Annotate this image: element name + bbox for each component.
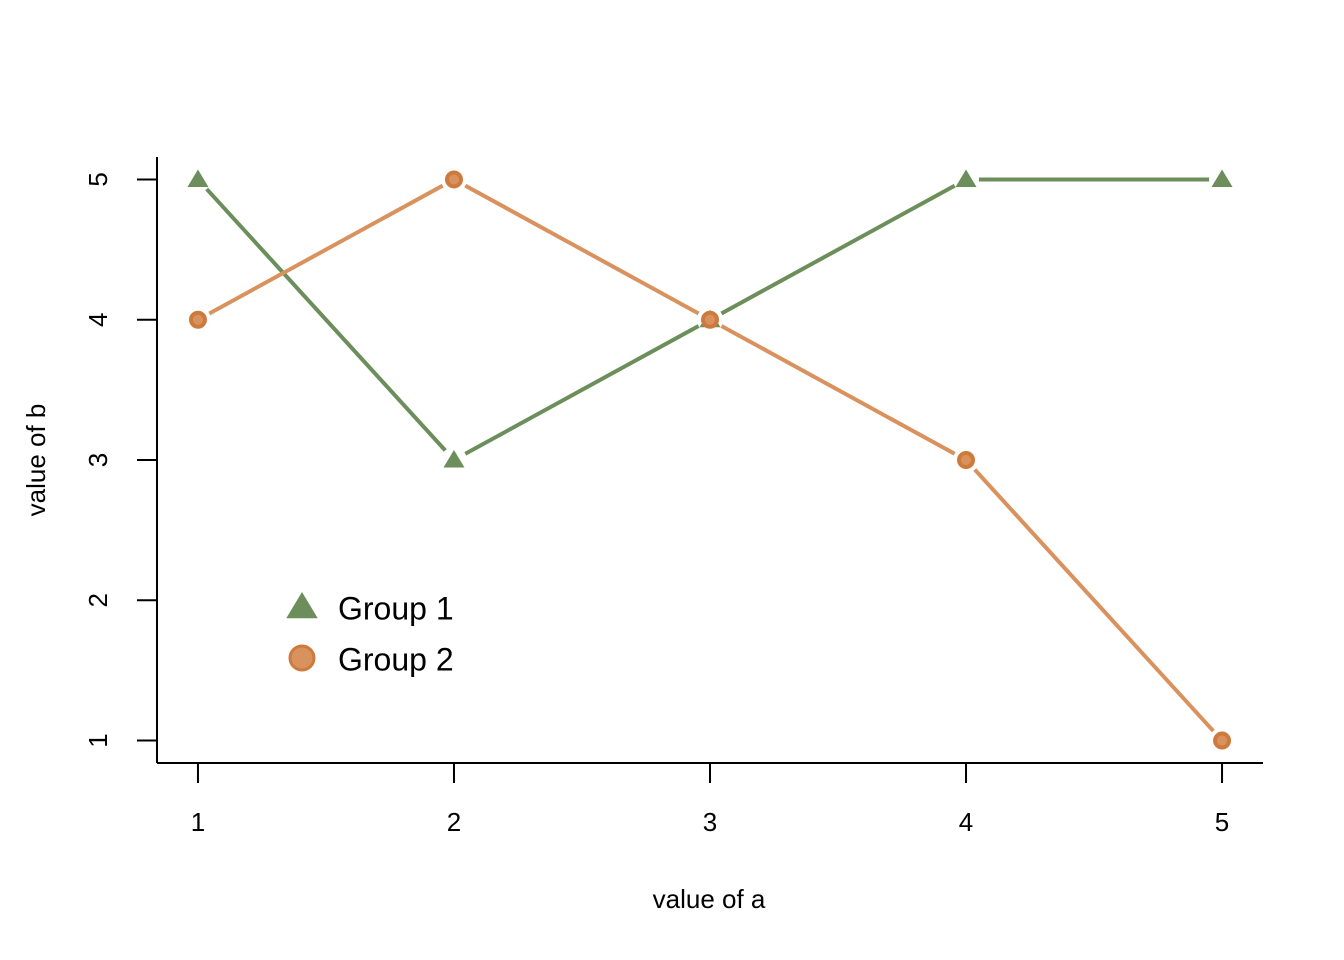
marker: [187, 169, 209, 187]
x-tick-label: 2: [447, 807, 461, 837]
legend-marker: [286, 592, 318, 619]
y-tick-label: 4: [83, 312, 113, 326]
legend-label: Group 1: [338, 590, 454, 626]
x-tick-label: 1: [191, 807, 205, 837]
legend-label: Group 2: [338, 641, 454, 677]
x-tick-label: 5: [1215, 807, 1229, 837]
marker: [444, 170, 463, 189]
marker: [1211, 169, 1233, 187]
marker: [957, 451, 976, 469]
marker: [443, 450, 465, 468]
marker: [955, 169, 977, 187]
marker: [701, 310, 719, 329]
y-tick-label: 2: [83, 593, 113, 607]
y-tick-label: 1: [83, 733, 113, 747]
y-tick-label: 3: [83, 453, 113, 467]
x-axis-label: value of a: [653, 884, 766, 914]
y-axis-label: value of b: [21, 404, 51, 517]
marker: [188, 310, 207, 329]
y-tick-label: 5: [83, 172, 113, 186]
x-tick-label: 3: [703, 807, 717, 837]
x-tick-label: 4: [959, 807, 973, 837]
legend-marker: [288, 644, 316, 672]
marker: [1213, 731, 1232, 750]
